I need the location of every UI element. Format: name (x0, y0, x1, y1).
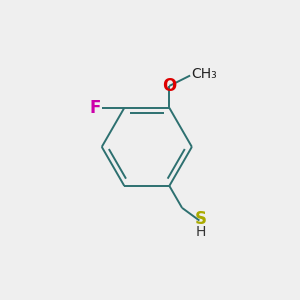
Text: CH₃: CH₃ (191, 68, 217, 81)
Text: H: H (195, 225, 206, 239)
Text: O: O (162, 77, 176, 95)
Text: S: S (194, 210, 206, 228)
Text: F: F (90, 99, 101, 117)
